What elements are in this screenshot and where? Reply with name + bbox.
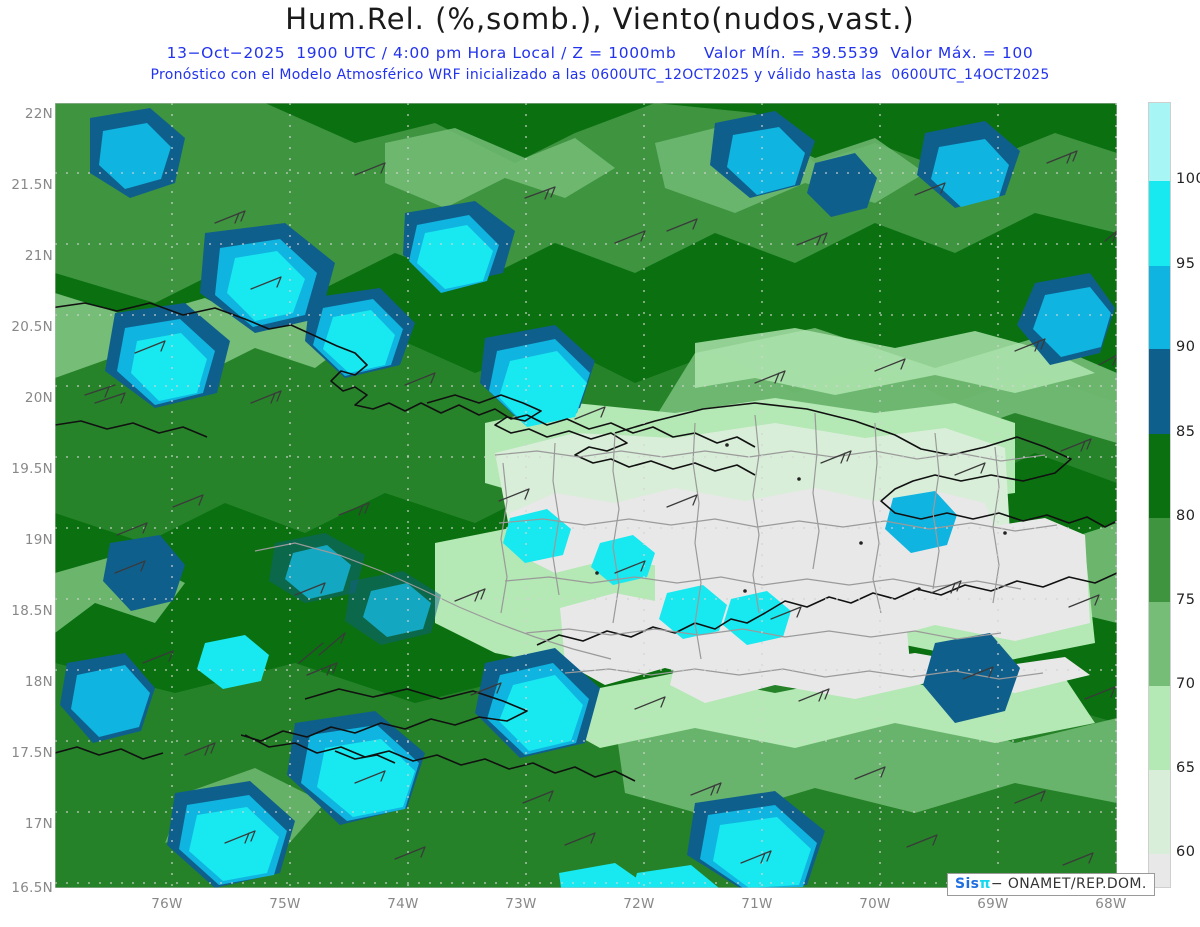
subtitle-line-1: 13−Oct−2025 1900 UTC / 4:00 pm Hora Loca… <box>166 44 1034 62</box>
subtitle-line-2: Pronóstico con el Modelo Atmosférico WRF… <box>150 67 1050 83</box>
logo-pi-icon: π <box>979 876 991 892</box>
logo-agency-text: − ONAMET/REP.DOM. <box>990 876 1147 892</box>
xtick-label: 72W <box>623 896 655 912</box>
colorbar-band-75 <box>1149 518 1170 602</box>
ytick-label: 18.5N <box>11 603 53 619</box>
colorbar-band-60 <box>1149 770 1170 854</box>
xtick-label: 73W <box>505 896 537 912</box>
ytick-label: 22N <box>24 106 53 122</box>
colorbar-label: 60 <box>1176 844 1196 860</box>
ytick-label: 17N <box>24 816 53 832</box>
colorbar-label: 70 <box>1176 676 1196 692</box>
ytick-label: 20N <box>24 390 53 406</box>
xtick-label: 75W <box>269 896 301 912</box>
colorbar-band-80 <box>1149 434 1170 518</box>
xtick-label: 68W <box>1095 896 1127 912</box>
colorbar-label: 90 <box>1176 339 1196 355</box>
xtick-label: 69W <box>977 896 1009 912</box>
colorbar-band-85 <box>1149 349 1170 434</box>
colorbar-label: 95 <box>1176 256 1196 272</box>
onamet-logo: Sisπ− ONAMET/REP.DOM. <box>947 873 1155 896</box>
colorbar-band-100 <box>1149 103 1170 181</box>
ytick-label: 17.5N <box>11 745 53 761</box>
colorbar-label: 65 <box>1176 760 1196 776</box>
xtick-label: 76W <box>151 896 183 912</box>
ytick-label: 20.5N <box>11 319 53 335</box>
page-title: Hum.Rel. (%,somb.), Viento(nudos,vast.) <box>285 2 915 36</box>
colorbar-label: 75 <box>1176 592 1196 608</box>
colorbar-band-95 <box>1149 181 1170 266</box>
colorbar-band-65 <box>1149 686 1170 770</box>
ytick-label: 18N <box>24 674 53 690</box>
colorbar-label: 80 <box>1176 508 1196 524</box>
weather-map-plot[interactable] <box>55 103 1117 888</box>
ytick-label: 19.5N <box>11 461 53 477</box>
colorbar-band-70 <box>1149 602 1170 686</box>
colorbar[interactable] <box>1148 102 1171 888</box>
wind-barbs <box>84 150 1117 866</box>
logo-sis-text: Sis <box>955 876 980 892</box>
ytick-label: 16.5N <box>11 880 53 896</box>
ytick-label: 19N <box>24 532 53 548</box>
xtick-label: 70W <box>859 896 891 912</box>
ytick-label: 21.5N <box>11 177 53 193</box>
humidity-contour-field <box>55 103 1117 888</box>
ytick-label: 21N <box>24 248 53 264</box>
xtick-label: 74W <box>387 896 419 912</box>
xtick-label: 71W <box>741 896 773 912</box>
colorbar-label: 100 <box>1176 171 1200 187</box>
colorbar-label: 85 <box>1176 424 1196 440</box>
colorbar-band-90 <box>1149 266 1170 349</box>
